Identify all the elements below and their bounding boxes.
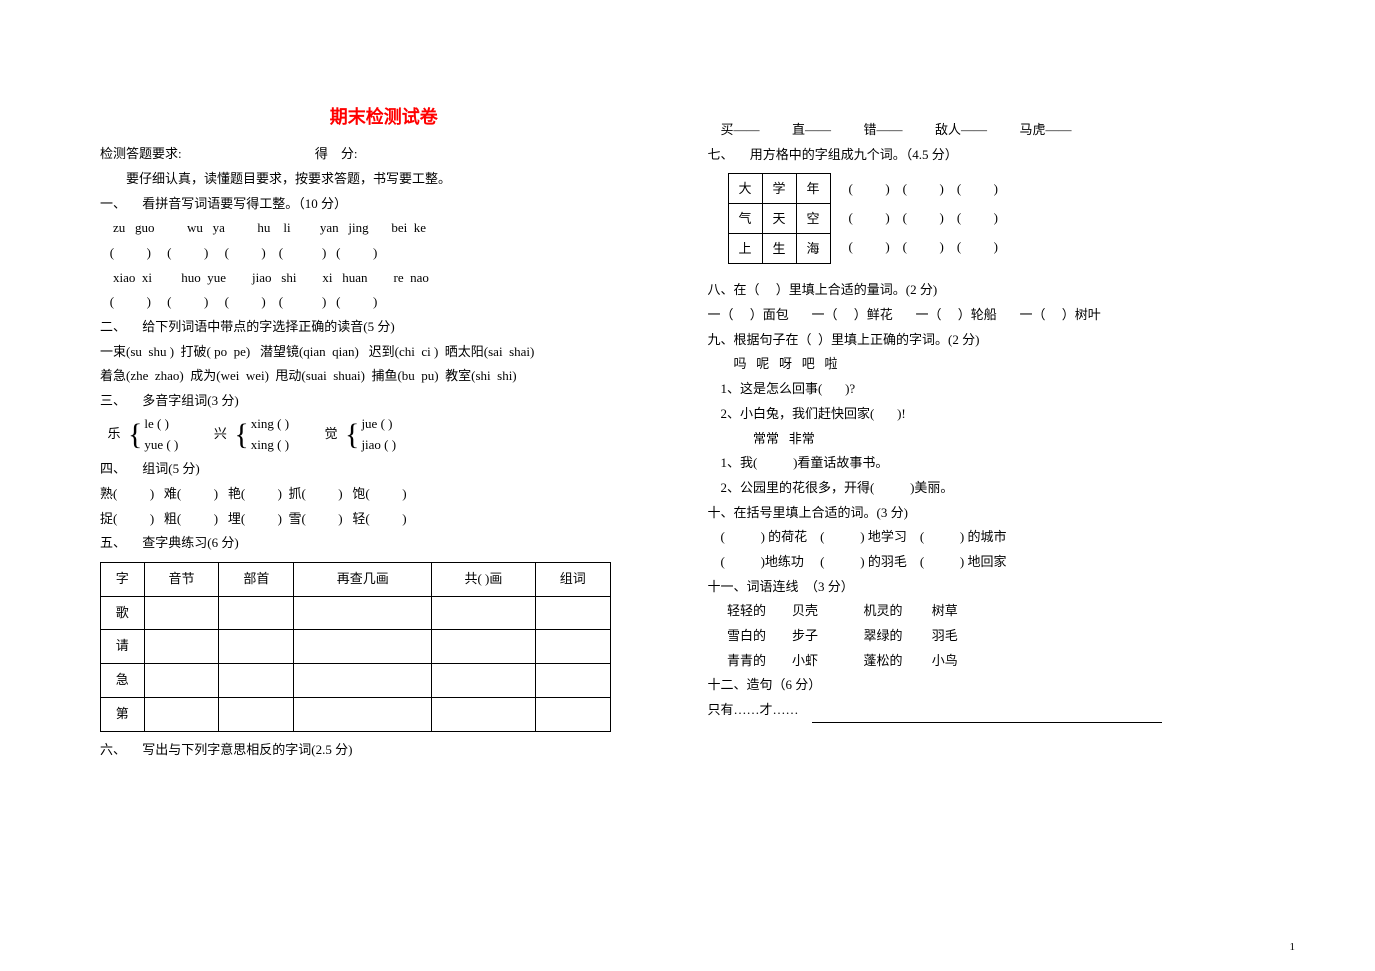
grid-cell: 天 [762,204,796,234]
section-7: 七、 用方格中的字组成九个词。（4.5 分） [708,143,1276,168]
section-11: 十一、词语连线 （3 分） [708,575,1276,600]
requirement-text: 要仔细认真，读懂题目要求，按要求答题，书写要工整。 [100,167,668,192]
polyphone-row: 乐 { le ( ) yue ( ) 兴 { xing ( ) xing ( )… [100,414,668,456]
s4-line-1: 熟( ) 难( ) 艳( ) 抓( ) 饱( ) [100,482,668,507]
row-char: 第 [101,697,145,731]
s9-b1: 1、我( )看童话故事书。 [708,451,1276,476]
s9-b2: 2、公园里的花很多，开得( )美丽。 [708,476,1276,501]
section-12: 十二、造句（6 分） [708,673,1276,698]
s9-group-a: 吗 呢 呀 吧 啦 [708,352,1276,377]
row-char: 请 [101,630,145,664]
s1-pinyin-1: zu guo wu ya hu li yan jing bei ke [100,216,668,241]
row-char: 急 [101,664,145,698]
th-3: 再查几画 [294,563,432,597]
s11-line-2: 雪白的 步子 翠绿的 羽毛 [708,624,1276,649]
grid-answer-block: ( ) ( ) ( ) ( ) ( ) ( ) ( ) ( ) ( ) [831,167,998,261]
grid-paren-row: ( ) ( ) ( ) [849,204,998,233]
grid-cell: 年 [796,174,830,204]
table-row: 急 [101,664,611,698]
grid-wrap: 大学年 气天空 上生海 ( ) ( ) ( ) ( ) ( ) ( ) ( ) … [708,167,1276,270]
grid-cell: 上 [728,234,762,264]
s2-line-1: 一束(su shu ) 打破( po pe) 潜望镜(qian qian) 迟到… [100,340,668,365]
poly-char-2: 觉 [317,422,345,447]
requirement-head: 检测答题要求: 得 分: [100,142,668,167]
row-char: 歌 [101,596,145,630]
grid-paren-row: ( ) ( ) ( ) [849,233,998,262]
grid-cell: 空 [796,204,830,234]
s11-line-1: 轻轻的 贝壳 机灵的 树草 [708,599,1276,624]
s12-prefix: 只有……才…… [708,702,812,717]
table-row: 歌 [101,596,611,630]
grid-paren-row: ( ) ( ) ( ) [849,175,998,204]
exam-title: 期末检测试卷 [100,100,668,134]
table-header-row: 字 音节 部首 再查几画 共( )画 组词 [101,563,611,597]
char-grid: 大学年 气天空 上生海 [728,173,831,264]
section-2: 二、 给下列词语中带点的字选择正确的读音(5 分) [100,315,668,340]
s1-pinyin-2: xiao xi huo yue jiao shi xi huan re nao [100,266,668,291]
poly-char-0: 乐 [100,422,128,447]
th-5: 组词 [535,563,610,597]
grid-cell: 生 [762,234,796,264]
poly-1a: xing ( ) [251,414,289,435]
lookup-table: 字 音节 部首 再查几画 共( )画 组词 歌 请 急 第 [100,562,611,731]
section-6: 六、 写出与下列字意思相反的字词(2.5 分) [100,738,668,763]
s4-line-2: 捉( ) 粗( ) 埋( ) 雪( ) 轻( ) [100,507,668,532]
s2-line-2: 着急(zhe zhao) 成为(wei wei) 甩动(suai shuai) … [100,364,668,389]
th-0: 字 [101,563,145,597]
poly-1b: xing ( ) [251,435,289,456]
s11-line-3: 青青的 小虾 蓬松的 小鸟 [708,649,1276,674]
s9-a2: 2、小白兔，我们赶快回家( )! [708,402,1276,427]
poly-2b: jiao ( ) [361,435,396,456]
grid-cell: 气 [728,204,762,234]
th-2: 部首 [219,563,294,597]
table-row: 第 [101,697,611,731]
section-10: 十、在括号里填上合适的词。(3 分) [708,501,1276,526]
poly-2a: jue ( ) [361,414,396,435]
s10-line-1: ( ) 的荷花 ( ) 地学习 ( ) 的城市 [708,525,1276,550]
s12-line-1: 只有……才…… [708,698,1276,723]
poly-0b: yue ( ) [144,435,178,456]
s1-blanks-2: ( ) ( ) ( ) ( ) ( ) [100,290,668,315]
s9-group-b: 常常 非常 [708,427,1276,452]
section-1: 一、 看拼音写词语要写得工整。（10 分） [100,192,668,217]
s1-blanks-1: ( ) ( ) ( ) ( ) ( ) [100,241,668,266]
page: 期末检测试卷 检测答题要求: 得 分: 要仔细认真，读懂题目要求，按要求答题，书… [0,0,1375,971]
section-3: 三、 多音字组词(3 分) [100,389,668,414]
left-column: 期末检测试卷 检测答题要求: 得 分: 要仔细认真，读懂题目要求，按要求答题，书… [80,100,688,951]
page-number: 1 [1290,941,1296,953]
section-5: 五、 查字典练习(6 分) [100,531,668,556]
section-8: 八、在（ ）里填上合适的量词。(2 分) [708,278,1276,303]
poly-0a: le ( ) [144,414,178,435]
s8-line-1: 一（ ）面包 一（ ）鲜花 一（ ）轮船 一（ ）树叶 [708,303,1276,328]
grid-cell: 学 [762,174,796,204]
s6-line-1: 买—— 直—— 错—— 敌人—— 马虎—— [708,118,1276,143]
th-4: 共( )画 [432,563,536,597]
th-1: 音节 [144,563,219,597]
answer-underline [812,709,1162,723]
poly-char-1: 兴 [206,422,234,447]
grid-cell: 大 [728,174,762,204]
s9-a1: 1、这是怎么回事( )? [708,377,1276,402]
s10-line-2: ( )地练功 ( ) 的羽毛 ( ) 地回家 [708,550,1276,575]
right-column: 买—— 直—— 错—— 敌人—— 马虎—— 七、 用方格中的字组成九个词。（4.… [688,100,1296,951]
grid-cell: 海 [796,234,830,264]
section-4: 四、 组词(5 分) [100,457,668,482]
section-9: 九、根据句子在（ ）里填上正确的字词。(2 分) [708,328,1276,353]
table-row: 请 [101,630,611,664]
